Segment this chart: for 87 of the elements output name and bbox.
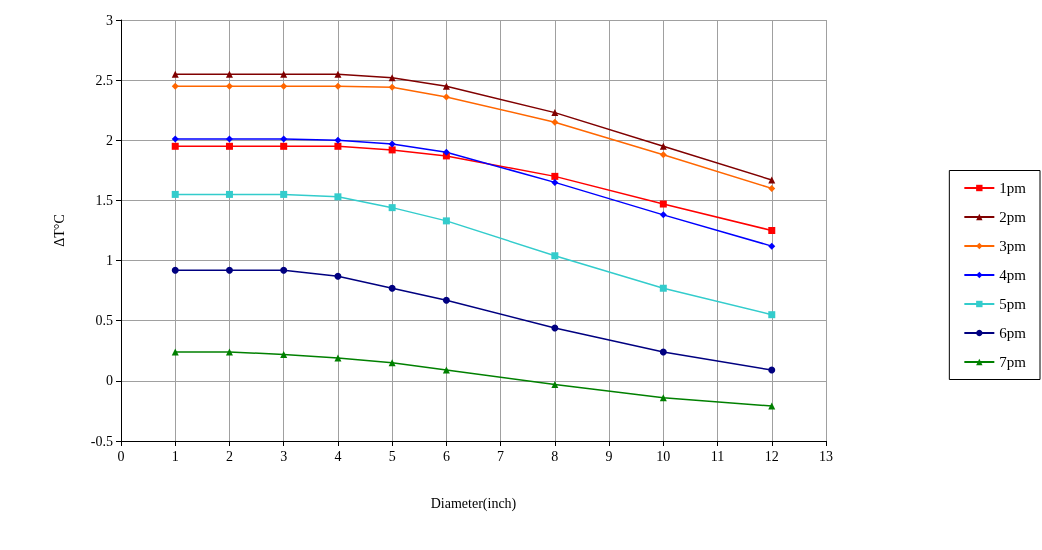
point (551, 118, 559, 126)
point (551, 380, 559, 388)
point (659, 200, 667, 208)
y-tick-label: 2.5 (95, 72, 113, 88)
point (280, 135, 288, 143)
x-tick-label: 11 (710, 448, 725, 464)
point (280, 266, 288, 274)
legend-label: 2pm (999, 209, 1027, 225)
x-tick-label: 6 (442, 448, 450, 464)
y-tick-label: 3 (106, 12, 113, 28)
point (768, 366, 776, 374)
point (659, 151, 667, 159)
point (225, 190, 233, 198)
point (659, 211, 667, 219)
point (334, 70, 342, 78)
point (659, 142, 667, 150)
y-tick-label: 1 (106, 253, 113, 269)
point (280, 350, 288, 358)
y-tick-label: 0.5 (95, 313, 113, 329)
x-tick-label: 12 (764, 448, 779, 464)
point (442, 296, 450, 304)
point (442, 217, 450, 225)
point (768, 242, 776, 250)
point (225, 82, 233, 90)
x-tick-label: 9 (605, 448, 613, 464)
point (551, 324, 559, 332)
point (768, 227, 776, 234)
point (551, 172, 559, 180)
point (280, 82, 288, 90)
point (171, 70, 179, 78)
point (225, 70, 233, 78)
legend-label: 4pm (999, 267, 1027, 283)
point (551, 109, 559, 117)
legend-label: 5pm (999, 296, 1027, 312)
point (171, 142, 179, 150)
point (334, 136, 342, 144)
legend-label: 6pm (999, 325, 1027, 341)
point (334, 82, 342, 90)
point (659, 348, 667, 356)
x-tick-label: 13 (819, 448, 833, 464)
legend-label: 1pm (999, 180, 1027, 196)
y-tick-label: 2 (106, 132, 113, 148)
x-tick-label: 10 (656, 448, 671, 464)
y-axis-title: ΔT°C (51, 214, 67, 247)
point (334, 193, 342, 201)
point (334, 142, 342, 150)
y-tick-label: 1.5 (95, 192, 113, 208)
point (388, 83, 396, 91)
point (388, 204, 396, 212)
point (768, 402, 776, 410)
point (225, 142, 233, 150)
legend-label: 7pm (999, 354, 1027, 370)
point (225, 135, 233, 143)
point (334, 354, 342, 362)
x-tick-label: 3 (280, 448, 288, 464)
y-tick-label: 0 (106, 373, 113, 389)
x-tick-label: 1 (171, 448, 179, 464)
point (551, 178, 559, 186)
point (442, 366, 450, 374)
x-tick-label: 4 (334, 448, 342, 464)
point (171, 190, 179, 198)
x-tick-label: 5 (388, 448, 396, 464)
point (768, 184, 776, 192)
point (388, 146, 396, 154)
x-axis-title: Diameter(inch) (430, 495, 517, 512)
point (280, 70, 288, 78)
point (280, 190, 288, 198)
point (388, 140, 396, 148)
x-tick-label: 0 (117, 448, 125, 464)
x-tick-label: 2 (225, 448, 233, 464)
point (442, 148, 450, 156)
point (659, 284, 667, 292)
point (334, 272, 342, 280)
point (442, 93, 450, 101)
point (171, 266, 179, 274)
point (388, 284, 396, 292)
y-tick-label: -0.5 (90, 433, 113, 449)
point (551, 252, 559, 260)
point (442, 82, 450, 90)
point (171, 135, 179, 143)
point (280, 142, 288, 150)
point (171, 82, 179, 90)
point (225, 266, 233, 274)
point (768, 311, 776, 319)
x-tick-label: 8 (551, 448, 559, 464)
x-tick-label: 7 (497, 448, 505, 464)
legend-label: 3pm (999, 238, 1027, 254)
